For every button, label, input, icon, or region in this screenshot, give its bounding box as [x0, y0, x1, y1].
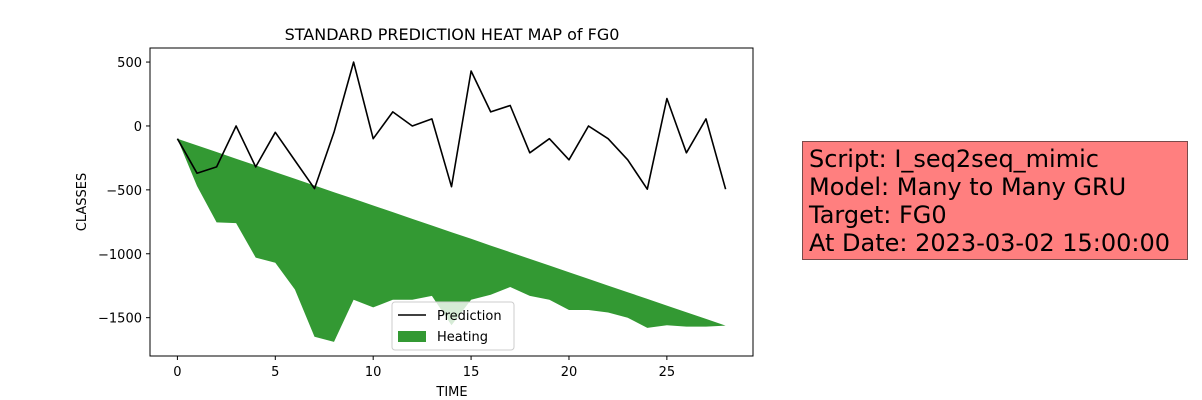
info-box: Script: I_seq2seq_mimic Model: Many to M… [802, 141, 1188, 260]
x-tick-label: 25 [659, 365, 676, 380]
info-script: Script: I_seq2seq_mimic [809, 145, 1099, 173]
y-tick-label: −500 [106, 184, 142, 199]
axis-ticks: 0 5 10 15 20 25 500 0 −500 −1000 −1500 [98, 56, 675, 380]
x-axis-label: TIME [435, 385, 467, 400]
x-tick-label: 15 [463, 365, 480, 380]
y-tick-label: −1500 [98, 312, 142, 327]
prediction-line [176, 61, 727, 190]
y-tick-label: 0 [134, 120, 142, 135]
legend-heating-swatch [398, 331, 426, 342]
heating-area [177, 138, 726, 342]
plot-frame [149, 47, 754, 357]
y-tick-label: 500 [117, 56, 142, 71]
x-tick-label: 0 [173, 365, 181, 380]
x-tick-label: 20 [561, 365, 578, 380]
y-axis-label: CLASSES [75, 173, 90, 231]
info-model: Model: Many to Many GRU [809, 173, 1127, 201]
legend: Prediction Heating [391, 301, 515, 351]
y-tick-label: −1000 [98, 248, 142, 263]
x-tick-label: 10 [365, 365, 382, 380]
legend-heating-label: Heating [437, 330, 488, 345]
info-target: Target: FG0 [809, 201, 947, 229]
legend-prediction-label: Prediction [437, 309, 502, 324]
info-date: At Date: 2023-03-02 15:00:00 [809, 229, 1171, 257]
x-tick-label: 5 [271, 365, 279, 380]
chart-title: STANDARD PREDICTION HEAT MAP of FG0 [285, 25, 620, 44]
plot-area [176, 61, 727, 342]
